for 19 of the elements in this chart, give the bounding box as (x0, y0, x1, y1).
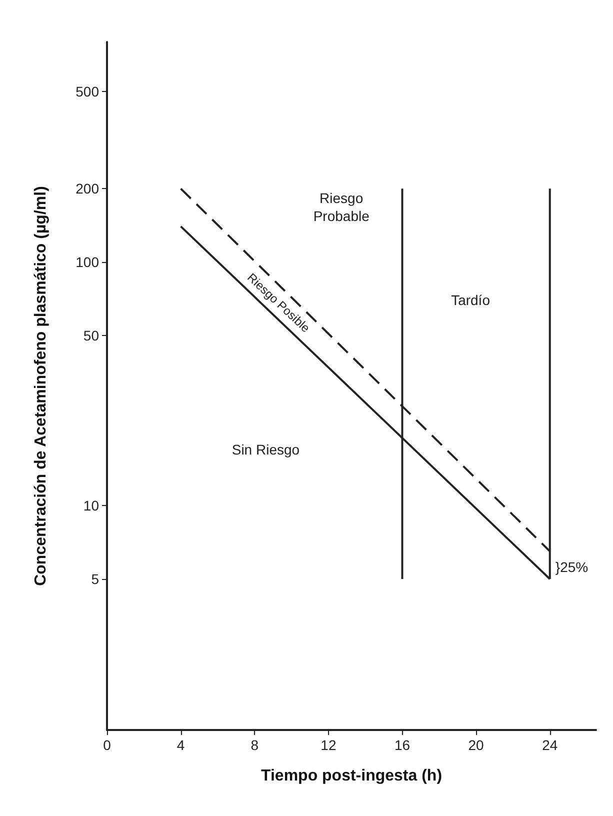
y-tick-label: 5 (91, 571, 100, 587)
y-tick-label: 10 (83, 498, 100, 514)
y-axis-title: Concentración de Acetaminofeno plasmático (µg/ml) (32, 186, 50, 586)
annotation: Sin Riesgo (232, 442, 300, 458)
x-tick-label: 12 (320, 737, 336, 753)
x-tick-label: 16 (394, 737, 410, 753)
y-tick-label: 500 (76, 84, 100, 100)
y-tick-label: 200 (76, 180, 100, 197)
y-tick-label: 50 (83, 327, 100, 344)
x-tick-label: 8 (250, 737, 259, 753)
x-tick-label: 24 (542, 737, 558, 753)
annotation: }25% (555, 559, 588, 576)
annotation: Tardío (451, 292, 490, 308)
annotation: Riesgo Probable (313, 190, 370, 224)
x-tick-label: 4 (176, 737, 185, 753)
x-tick-label: 0 (103, 737, 112, 753)
x-tick-label: 20 (468, 737, 484, 753)
x-axis-title: Tiempo post-ingesta (h) (260, 768, 442, 784)
y-tick-label: 100 (76, 254, 100, 270)
